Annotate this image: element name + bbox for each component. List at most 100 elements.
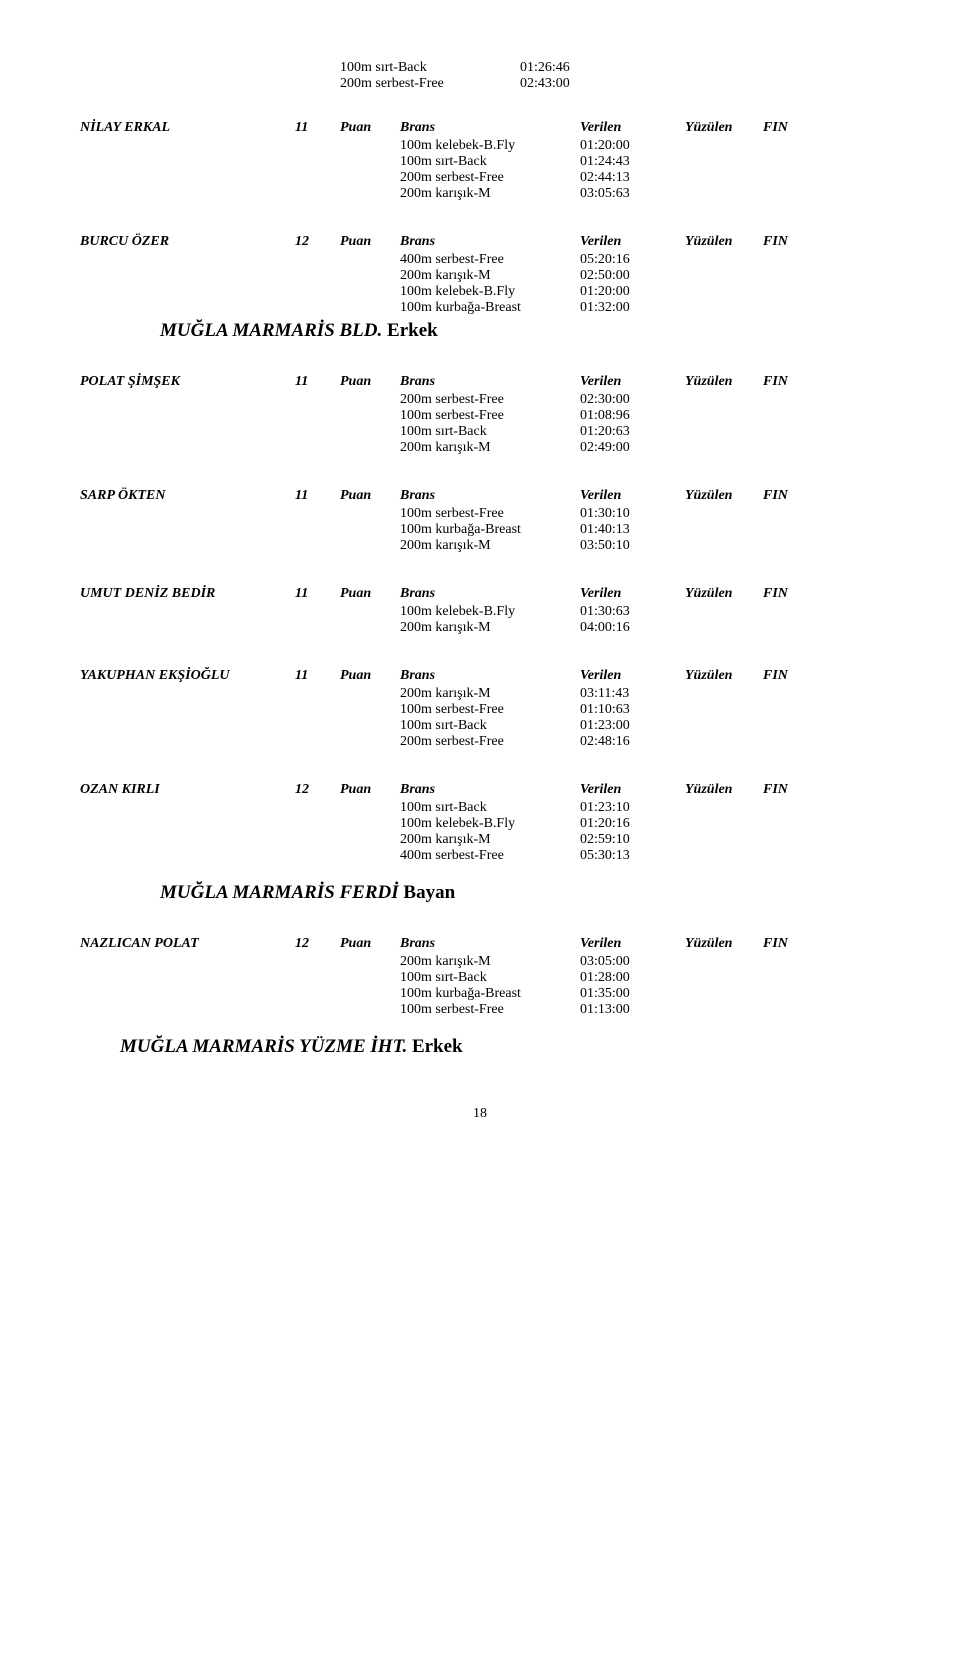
col-puan: Puan bbox=[340, 936, 400, 952]
athlete-name: NİLAY ERKAL bbox=[80, 120, 295, 136]
athlete-name: BURCU ÖZER bbox=[80, 234, 295, 250]
event-row: 200m karışık-M02:50:00 bbox=[400, 268, 880, 284]
event-name: 100m sırt-Back bbox=[400, 800, 580, 816]
event-time: 02:30:00 bbox=[580, 392, 670, 408]
event-time: 01:30:10 bbox=[580, 506, 670, 522]
athlete-name: SARP ÖKTEN bbox=[80, 488, 295, 504]
event-time: 05:30:13 bbox=[580, 848, 670, 864]
event-time: 01:23:00 bbox=[580, 718, 670, 734]
athlete-block: UMUT DENİZ BEDİR 11 Puan Brans Verilen Y… bbox=[80, 586, 880, 636]
col-verilen: Verilen bbox=[580, 234, 685, 250]
col-verilen: Verilen bbox=[580, 668, 685, 684]
event-time: 01:40:13 bbox=[580, 522, 670, 538]
event-name: 200m karışık-M bbox=[400, 686, 580, 702]
event-row: 100m sırt-Back01:23:10 bbox=[400, 800, 880, 816]
event-row: 100m kurbağa-Breast01:35:00 bbox=[400, 986, 880, 1002]
event-row: 100m serbest-Free01:13:00 bbox=[400, 1002, 880, 1018]
event-name: 200m karışık-M bbox=[400, 620, 580, 636]
event-row: 200m karışık-M03:05:63 bbox=[400, 186, 880, 202]
event-row: 200m karışık-M02:49:00 bbox=[400, 440, 880, 456]
event-list: 100m serbest-Free01:30:10 100m kurbağa-B… bbox=[400, 506, 880, 554]
event-time: 03:05:00 bbox=[580, 954, 670, 970]
athlete-name: POLAT ŞİMŞEK bbox=[80, 374, 295, 390]
event-name: 100m kurbağa-Breast bbox=[400, 986, 580, 1002]
event-name: 100m kelebek-B.Fly bbox=[400, 816, 580, 832]
event-row: 100m kelebek-B.Fly01:30:63 bbox=[400, 604, 880, 620]
athlete-age: 12 bbox=[295, 782, 340, 798]
athlete-block: YAKUPHAN EKŞİOĞLU 11 Puan Brans Verilen … bbox=[80, 668, 880, 750]
event-list: 200m karışık-M03:05:00 100m sırt-Back01:… bbox=[400, 954, 880, 1018]
athlete-age: 11 bbox=[295, 488, 340, 504]
athlete-header: SARP ÖKTEN 11 Puan Brans Verilen Yüzülen… bbox=[80, 488, 880, 504]
event-row: 100m serbest-Free01:10:63 bbox=[400, 702, 880, 718]
event-name: 100m kelebek-B.Fly bbox=[400, 604, 580, 620]
event-name: 100m kelebek-B.Fly bbox=[400, 138, 580, 154]
event-time: 05:20:16 bbox=[580, 252, 670, 268]
event-time: 02:43:00 bbox=[520, 76, 610, 92]
col-puan: Puan bbox=[340, 234, 400, 250]
event-time: 02:49:00 bbox=[580, 440, 670, 456]
club-heading: MUĞLA MARMARİS BLD. Erkek bbox=[160, 320, 880, 342]
event-row: 200m karışık-M03:05:00 bbox=[400, 954, 880, 970]
col-fin: FIN bbox=[763, 120, 803, 136]
club-heading: MUĞLA MARMARİS FERDİ Bayan bbox=[160, 882, 880, 904]
col-fin: FIN bbox=[763, 782, 803, 798]
athlete-age: 11 bbox=[295, 668, 340, 684]
event-time: 01:23:10 bbox=[580, 800, 670, 816]
event-time: 01:10:63 bbox=[580, 702, 670, 718]
event-row: 100m kelebek-B.Fly01:20:00 bbox=[400, 138, 880, 154]
athlete-header: OZAN KIRLI 12 Puan Brans Verilen Yüzülen… bbox=[80, 782, 880, 798]
event-name: 100m kelebek-B.Fly bbox=[400, 284, 580, 300]
athlete-header: NİLAY ERKAL 11 Puan Brans Verilen Yüzüle… bbox=[80, 120, 880, 136]
club-gender: Erkek bbox=[387, 320, 438, 341]
col-verilen: Verilen bbox=[580, 374, 685, 390]
page-number: 18 bbox=[80, 1106, 880, 1122]
event-time: 02:44:13 bbox=[580, 170, 670, 186]
col-puan: Puan bbox=[340, 668, 400, 684]
club-heading: MUĞLA MARMARİS YÜZME İHT. Erkek bbox=[120, 1036, 880, 1058]
club-gender: Bayan bbox=[403, 882, 455, 903]
event-time: 01:20:63 bbox=[580, 424, 670, 440]
col-yuzulen: Yüzülen bbox=[685, 668, 763, 684]
col-fin: FIN bbox=[763, 234, 803, 250]
event-time: 01:35:00 bbox=[580, 986, 670, 1002]
event-time: 01:13:00 bbox=[580, 1002, 670, 1018]
event-name: 200m karışık-M bbox=[400, 832, 580, 848]
leading-events: 100m sırt-Back 01:26:46 200m serbest-Fre… bbox=[340, 60, 880, 92]
athlete-block: NAZLICAN POLAT 12 Puan Brans Verilen Yüz… bbox=[80, 936, 880, 1058]
col-verilen: Verilen bbox=[580, 120, 685, 136]
event-name: 200m karışık-M bbox=[400, 186, 580, 202]
event-list: 100m kelebek-B.Fly01:20:00 100m sırt-Bac… bbox=[400, 138, 880, 202]
event-list: 100m kelebek-B.Fly01:30:63 200m karışık-… bbox=[400, 604, 880, 636]
col-verilen: Verilen bbox=[580, 936, 685, 952]
event-name: 200m karışık-M bbox=[400, 268, 580, 284]
athlete-name: YAKUPHAN EKŞİOĞLU bbox=[80, 668, 295, 684]
event-row: 100m sırt-Back01:23:00 bbox=[400, 718, 880, 734]
event-time: 01:28:00 bbox=[580, 970, 670, 986]
event-name: 200m serbest-Free bbox=[400, 734, 580, 750]
event-list: 200m serbest-Free02:30:00 100m serbest-F… bbox=[400, 392, 880, 456]
col-verilen: Verilen bbox=[580, 488, 685, 504]
athlete-block: NİLAY ERKAL 11 Puan Brans Verilen Yüzüle… bbox=[80, 120, 880, 202]
athlete-age: 12 bbox=[295, 936, 340, 952]
col-fin: FIN bbox=[763, 488, 803, 504]
event-row: 100m kurbağa-Breast01:40:13 bbox=[400, 522, 880, 538]
event-row: 100m sırt-Back01:24:43 bbox=[400, 154, 880, 170]
event-row: 200m karışık-M04:00:16 bbox=[400, 620, 880, 636]
col-puan: Puan bbox=[340, 120, 400, 136]
event-row: 200m serbest-Free02:30:00 bbox=[400, 392, 880, 408]
event-name: 400m serbest-Free bbox=[400, 848, 580, 864]
athlete-block: SARP ÖKTEN 11 Puan Brans Verilen Yüzülen… bbox=[80, 488, 880, 554]
event-time: 02:59:10 bbox=[580, 832, 670, 848]
event-name: 200m karışık-M bbox=[400, 538, 580, 554]
event-name: 100m serbest-Free bbox=[400, 408, 580, 424]
event-time: 01:20:16 bbox=[580, 816, 670, 832]
event-time: 02:48:16 bbox=[580, 734, 670, 750]
event-row: 200m karışık-M02:59:10 bbox=[400, 832, 880, 848]
event-name: 100m kurbağa-Breast bbox=[400, 522, 580, 538]
event-time: 01:20:00 bbox=[580, 138, 670, 154]
event-row: 400m serbest-Free05:30:13 bbox=[400, 848, 880, 864]
athlete-age: 11 bbox=[295, 120, 340, 136]
col-brans: Brans bbox=[400, 782, 580, 798]
event-time: 04:00:16 bbox=[580, 620, 670, 636]
